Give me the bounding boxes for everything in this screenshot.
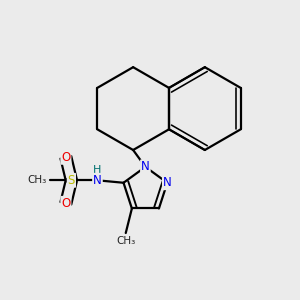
Text: O: O <box>61 197 70 210</box>
Text: N: N <box>93 174 102 187</box>
Text: N: N <box>163 176 172 189</box>
Text: N: N <box>141 160 150 173</box>
Text: O: O <box>61 151 70 164</box>
Text: H: H <box>93 166 102 176</box>
Text: CH₃: CH₃ <box>27 175 46 185</box>
Text: CH₃: CH₃ <box>116 236 135 246</box>
Text: S: S <box>68 174 75 187</box>
